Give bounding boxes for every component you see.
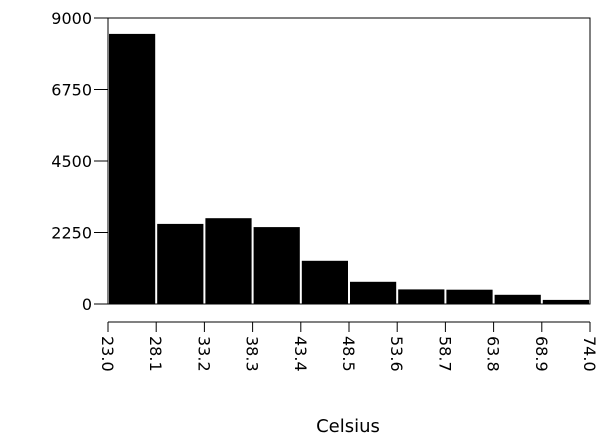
y-tick-label: 0 <box>82 295 92 314</box>
x-tick-label: 68.9 <box>532 336 551 372</box>
histogram-bar <box>205 218 252 304</box>
histogram-bar <box>542 299 589 304</box>
x-tick-label: 33.2 <box>194 336 213 372</box>
y-tick-label: 4500 <box>51 152 92 171</box>
x-tick-label: 74.0 <box>580 336 599 372</box>
histogram-bar <box>253 227 300 304</box>
x-tick-label: 38.3 <box>243 336 262 372</box>
y-tick-label: 9000 <box>51 9 92 28</box>
x-tick-label: 58.7 <box>435 336 454 372</box>
histogram-bar <box>398 289 445 304</box>
x-axis: 23.0 28.1 33.2 38.3 43.4 48.5 53.6 58.7 63.8 68.9… <box>98 321 599 372</box>
histogram-bar <box>109 33 156 305</box>
histogram-bar <box>157 223 204 304</box>
y-tick-label: 2250 <box>51 224 92 243</box>
x-tick-label: 63.8 <box>484 336 503 372</box>
x-tick-label: 28.1 <box>146 336 165 372</box>
x-tick-label: 53.6 <box>387 336 406 372</box>
histogram-bar <box>494 294 541 304</box>
y-tick-label: 6750 <box>51 81 92 100</box>
histogram-bar <box>350 281 397 304</box>
x-tick-label: 23.0 <box>98 336 117 372</box>
histogram-bar <box>301 260 348 304</box>
bars <box>109 33 589 305</box>
x-tick-label: 43.4 <box>291 336 310 372</box>
plot-frame <box>107 17 591 305</box>
y-axis: 0 2250 4500 6750 9000 <box>51 9 108 314</box>
x-axis-title: Celsius <box>316 416 380 437</box>
x-tick-label: 48.5 <box>339 336 358 372</box>
histogram-bar <box>446 289 493 304</box>
